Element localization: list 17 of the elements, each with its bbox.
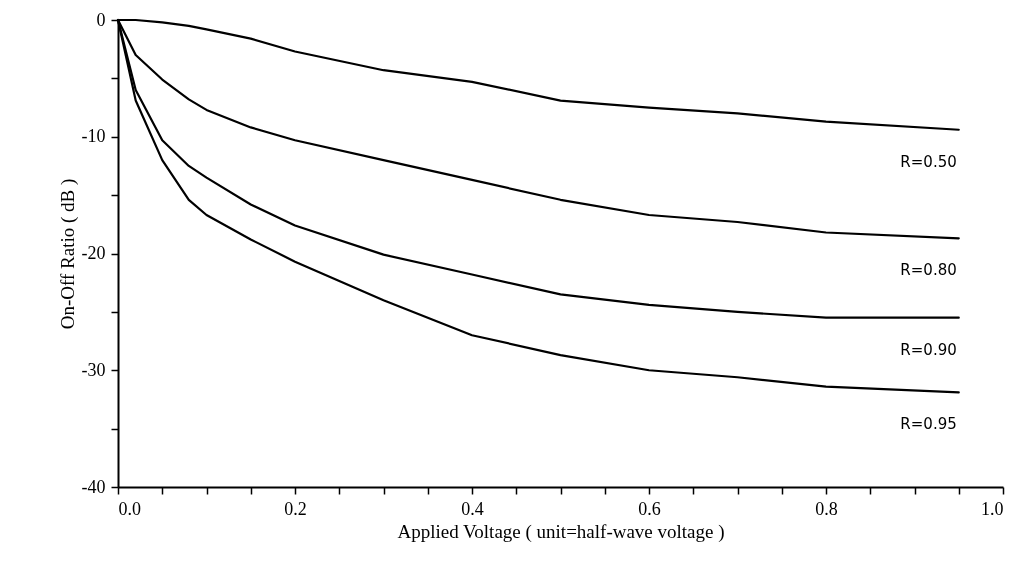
x-tick-label: 1.0 xyxy=(981,498,1004,519)
x-tick-label: 0.6 xyxy=(638,498,661,519)
y-tick-label: 0 xyxy=(96,9,106,30)
x-tick-label: 0.2 xyxy=(284,498,307,519)
x-axis-title: Applied Voltage ( unit=half-wave voltage ) xyxy=(397,520,725,543)
x-tick-label: 0.8 xyxy=(815,498,838,519)
y-tick-label: -20 xyxy=(81,243,106,263)
series-label: R=0.90 xyxy=(900,340,957,359)
y-tick-label: -30 xyxy=(81,359,106,380)
x-tick-label: 0.0 xyxy=(118,498,141,519)
x-tick-label: 0.4 xyxy=(461,498,484,519)
series-label: R=0.50 xyxy=(900,152,957,171)
y-axis-title: On-Off Ratio ( dB ) xyxy=(56,178,79,330)
y-tick-label: -40 xyxy=(81,476,106,497)
series-label: R=0.95 xyxy=(900,415,957,434)
y-tick-label: -10 xyxy=(81,126,106,147)
series-label: R=0.80 xyxy=(900,261,957,280)
